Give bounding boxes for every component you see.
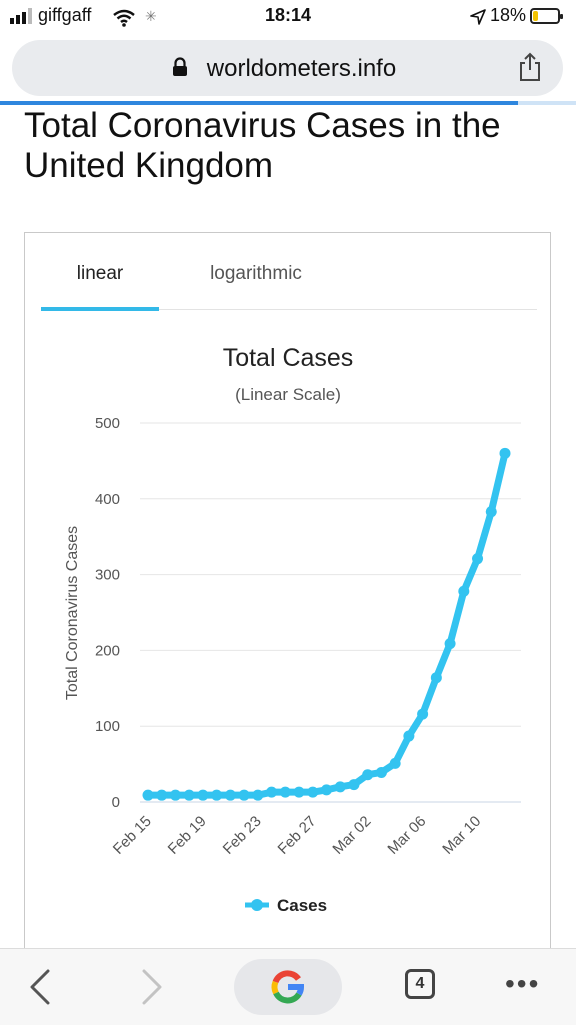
data-point[interactable] [362,769,374,781]
data-point[interactable] [499,447,511,459]
data-point[interactable] [252,789,264,801]
data-point[interactable] [224,789,236,801]
page-load-progress-fill [0,101,519,105]
carrier-name: giffgaff [38,5,92,25]
active-tab-indicator [41,307,159,311]
spinner-icon: ✳ [145,8,157,24]
forward-icon[interactable] [140,969,164,1005]
data-point[interactable] [321,784,332,796]
address-bar[interactable]: worldometers.info [12,40,563,96]
cases-line-chart: Total Cases (Linear Scale) Total Coronav… [64,344,521,915]
x-tick-label: Feb 19 [165,813,210,858]
location-icon [470,9,486,25]
y-tick-label: 500 [95,415,120,432]
status-bar: giffgaff ✳ 18:14 18% [0,0,576,34]
y-tick-label: 200 [95,642,120,659]
url-text[interactable]: worldometers.info [206,55,397,82]
status-time: 18:14 [264,5,312,25]
series-line [144,449,509,799]
google-icon [271,970,304,1004]
data-point[interactable] [389,757,401,769]
data-point[interactable] [417,708,429,720]
legend-marker [251,899,263,911]
data-point[interactable] [458,585,470,597]
y-tick-label: 100 [95,718,120,735]
page-title: Total Coronavirus Cases in the United Ki… [24,106,501,185]
chart-card: linear logarithmic Total Cases (Linear S… [24,232,551,972]
browser-toolbar: 4 ••• [0,948,576,1025]
data-point[interactable] [485,506,497,518]
back-icon[interactable] [28,969,52,1005]
data-point[interactable] [293,786,305,798]
data-point[interactable] [472,553,484,565]
share-icon[interactable] [517,52,543,82]
x-tick-label: Feb 23 [220,813,265,858]
x-tick-label: Mar 06 [384,813,429,858]
x-tick-label: Feb 15 [110,813,155,858]
battery-percent: 18% [490,5,527,25]
y-tick-labels: 0 100 200 300 400 500 [95,415,120,811]
y-axis-label: Total Coronavirus Cases [64,526,81,700]
signal-icon [10,8,32,24]
data-point[interactable] [444,638,456,650]
y-tick-label: 300 [95,567,120,584]
legend-label[interactable]: Cases [277,896,327,915]
wifi-icon [113,9,135,27]
scale-tabs: linear logarithmic [41,263,537,310]
data-point[interactable] [348,779,360,791]
tabs-icon[interactable]: 4 [405,969,435,999]
x-tick-label: Feb 27 [275,813,320,858]
battery-icon [530,8,563,24]
x-tick-label: Mar 02 [329,813,374,858]
data-point[interactable] [183,789,195,801]
data-point[interactable] [156,789,168,801]
tab-logarithmic[interactable]: logarithmic [210,263,302,284]
chart-title: Total Cases [223,344,354,372]
y-tick-label: 400 [95,491,120,508]
lock-icon [173,57,187,76]
data-point[interactable] [142,789,154,801]
data-point[interactable] [279,786,291,798]
page-load-progress [0,101,576,105]
data-point[interactable] [238,789,250,801]
data-point[interactable] [211,789,223,801]
x-tick-labels: Feb 15 Feb 19 Feb 23 Feb 27 Mar 02 Mar 06 Mar … [110,813,485,858]
data-point[interactable] [375,766,387,778]
tab-linear[interactable]: linear [76,263,124,284]
data-point[interactable] [307,786,319,798]
y-tick-label: 0 [112,794,120,811]
gridlines [140,422,521,803]
data-point[interactable] [169,789,181,801]
data-point[interactable] [430,672,442,684]
series-cases [142,447,511,801]
data-point[interactable] [266,786,278,798]
x-tick-label: Mar 10 [439,813,484,858]
chart-subtitle: (Linear Scale) [235,385,341,404]
data-point[interactable] [197,789,209,801]
more-icon[interactable]: ••• [505,968,541,999]
data-point[interactable] [334,781,346,793]
legend[interactable]: Cases [245,896,327,915]
data-point[interactable] [403,730,415,742]
google-button[interactable] [234,959,342,1015]
